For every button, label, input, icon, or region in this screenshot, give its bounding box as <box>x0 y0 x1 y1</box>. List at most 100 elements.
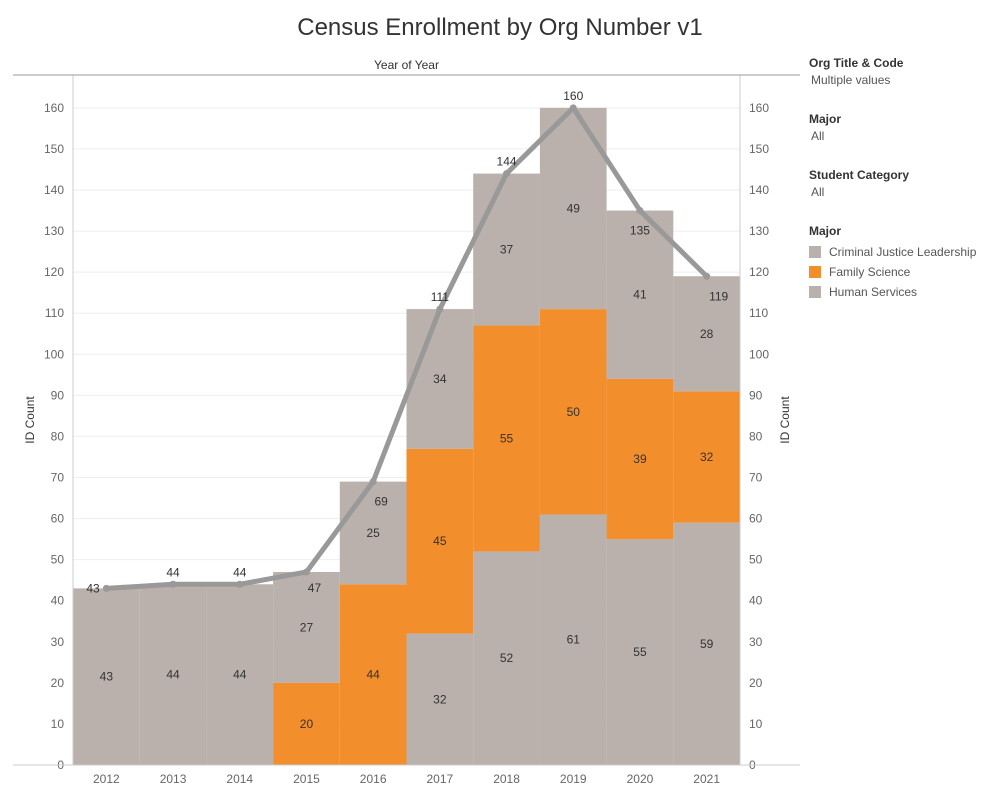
filter-student-category[interactable]: Student Category All <box>809 168 999 224</box>
bar-segment[interactable] <box>273 682 340 765</box>
chart-title: Census Enrollment by Org Number v1 <box>297 14 703 41</box>
bar-segment[interactable] <box>673 276 740 392</box>
y-tick-label-right: 100 <box>749 347 769 361</box>
column-header: Year of Year <box>374 58 439 72</box>
filter-org-title[interactable]: Org Title & Code Multiple values <box>809 56 999 112</box>
x-tick-label: 2021 <box>693 772 720 786</box>
segment-label: 50 <box>567 405 581 419</box>
segment-label: 44 <box>166 668 180 682</box>
y-axis-title-right: ID Count <box>778 396 792 444</box>
bar-segment[interactable] <box>406 448 474 634</box>
bar-segment[interactable] <box>73 588 140 765</box>
y-tick-label-left: 150 <box>44 142 64 156</box>
bar-segment[interactable] <box>673 391 740 523</box>
legend-label-criminal-justice: Criminal Justice Leadership <box>829 245 977 259</box>
legend-title: Major <box>809 224 842 238</box>
total-point[interactable] <box>302 568 310 576</box>
y-tick-label-right: 140 <box>749 183 769 197</box>
segment-label: 27 <box>300 620 314 634</box>
total-point[interactable] <box>503 170 511 178</box>
x-tick-label: 2012 <box>93 772 120 786</box>
filter-major-label: Major <box>809 112 842 126</box>
total-point[interactable] <box>569 104 577 112</box>
bar-segment[interactable] <box>539 309 607 515</box>
filter-major-value[interactable]: All <box>811 129 825 143</box>
legend-item-criminal-justice[interactable]: Criminal Justice Leadership <box>809 242 999 262</box>
total-line[interactable] <box>103 105 710 591</box>
bar-segment[interactable] <box>539 514 607 765</box>
total-label: 47 <box>308 581 322 595</box>
filter-org-title-label: Org Title & Code <box>809 56 904 70</box>
bar-segment[interactable] <box>673 522 740 765</box>
y-tick-label-right: 60 <box>749 512 763 526</box>
y-tick-label-left: 50 <box>51 553 65 567</box>
y-tick-label-right: 160 <box>749 101 769 115</box>
filter-student-category-value[interactable]: All <box>811 185 825 199</box>
bar-segment[interactable] <box>273 571 340 683</box>
y-tick-label-left: 120 <box>44 265 64 279</box>
segment-label: 43 <box>100 670 114 684</box>
segment-label: 37 <box>500 243 514 257</box>
total-label: 43 <box>86 581 100 595</box>
bar-segment[interactable] <box>406 633 474 765</box>
segment-label: 49 <box>567 201 581 215</box>
y-tick-label-right: 70 <box>749 471 763 485</box>
bar-segment[interactable] <box>606 378 674 540</box>
total-point[interactable] <box>436 305 444 313</box>
filter-major[interactable]: Major All <box>809 112 999 168</box>
bar-segment[interactable] <box>606 539 674 765</box>
y-tick-label-right: 20 <box>749 676 763 690</box>
y-tick-label-left: 130 <box>44 224 64 238</box>
y-tick-label-right: 150 <box>749 142 769 156</box>
bar-segment[interactable] <box>406 309 474 449</box>
legend-item-human-services[interactable]: Human Services <box>809 282 999 302</box>
segment-label: 61 <box>567 633 581 647</box>
x-tick-label: 2013 <box>160 772 187 786</box>
y-tick-label-right: 120 <box>749 265 769 279</box>
x-tick-label: 2016 <box>360 772 387 786</box>
legend-item-family-science[interactable]: Family Science <box>809 262 999 282</box>
total-point[interactable] <box>636 207 644 215</box>
y-tick-label-left: 10 <box>51 717 65 731</box>
total-point[interactable] <box>236 580 244 588</box>
segment-label: 41 <box>633 288 647 302</box>
bar-segment[interactable] <box>206 584 274 765</box>
legend-label-family-science: Family Science <box>829 265 911 279</box>
filter-org-title-value[interactable]: Multiple values <box>811 73 891 87</box>
total-label: 44 <box>166 565 180 579</box>
bar-segment[interactable] <box>139 584 207 765</box>
total-label: 69 <box>374 495 388 509</box>
total-point[interactable] <box>703 272 711 280</box>
y-tick-label-left: 60 <box>51 512 65 526</box>
bar-segment[interactable] <box>339 481 407 585</box>
y-tick-label-left: 160 <box>44 101 64 115</box>
total-label: 160 <box>563 89 583 103</box>
filter-student-category-label: Student Category <box>809 168 910 182</box>
x-tick-label: 2015 <box>293 772 320 786</box>
segment-label: 34 <box>433 372 447 386</box>
segment-label: 32 <box>433 692 447 706</box>
segment-label: 25 <box>366 526 380 540</box>
total-point[interactable] <box>169 580 177 588</box>
bar-segment[interactable] <box>473 173 540 326</box>
y-tick-label-left: 90 <box>51 388 65 402</box>
bar-segment[interactable] <box>339 584 407 765</box>
bar-segment[interactable] <box>606 210 674 379</box>
y-tick-label-left: 20 <box>51 676 65 690</box>
total-point[interactable] <box>369 478 377 486</box>
y-tick-label-right: 30 <box>749 635 763 649</box>
legend: Major Criminal Justice Leadership Family… <box>809 224 999 302</box>
legend-swatch-criminal-justice <box>809 246 821 258</box>
y-tick-label-right: 130 <box>749 224 769 238</box>
segment-label: 44 <box>366 668 380 682</box>
segment-label: 28 <box>700 327 714 341</box>
bar-segment[interactable] <box>473 551 540 765</box>
y-tick-label-right: 10 <box>749 717 763 731</box>
legend-swatch-human-services <box>809 286 821 298</box>
bar-segment[interactable] <box>473 325 540 552</box>
y-tick-label-right: 90 <box>749 388 763 402</box>
total-point[interactable] <box>102 584 110 592</box>
x-tick-label: 2018 <box>493 772 520 786</box>
segment-label: 55 <box>500 431 514 445</box>
y-tick-label-left: 140 <box>44 183 64 197</box>
